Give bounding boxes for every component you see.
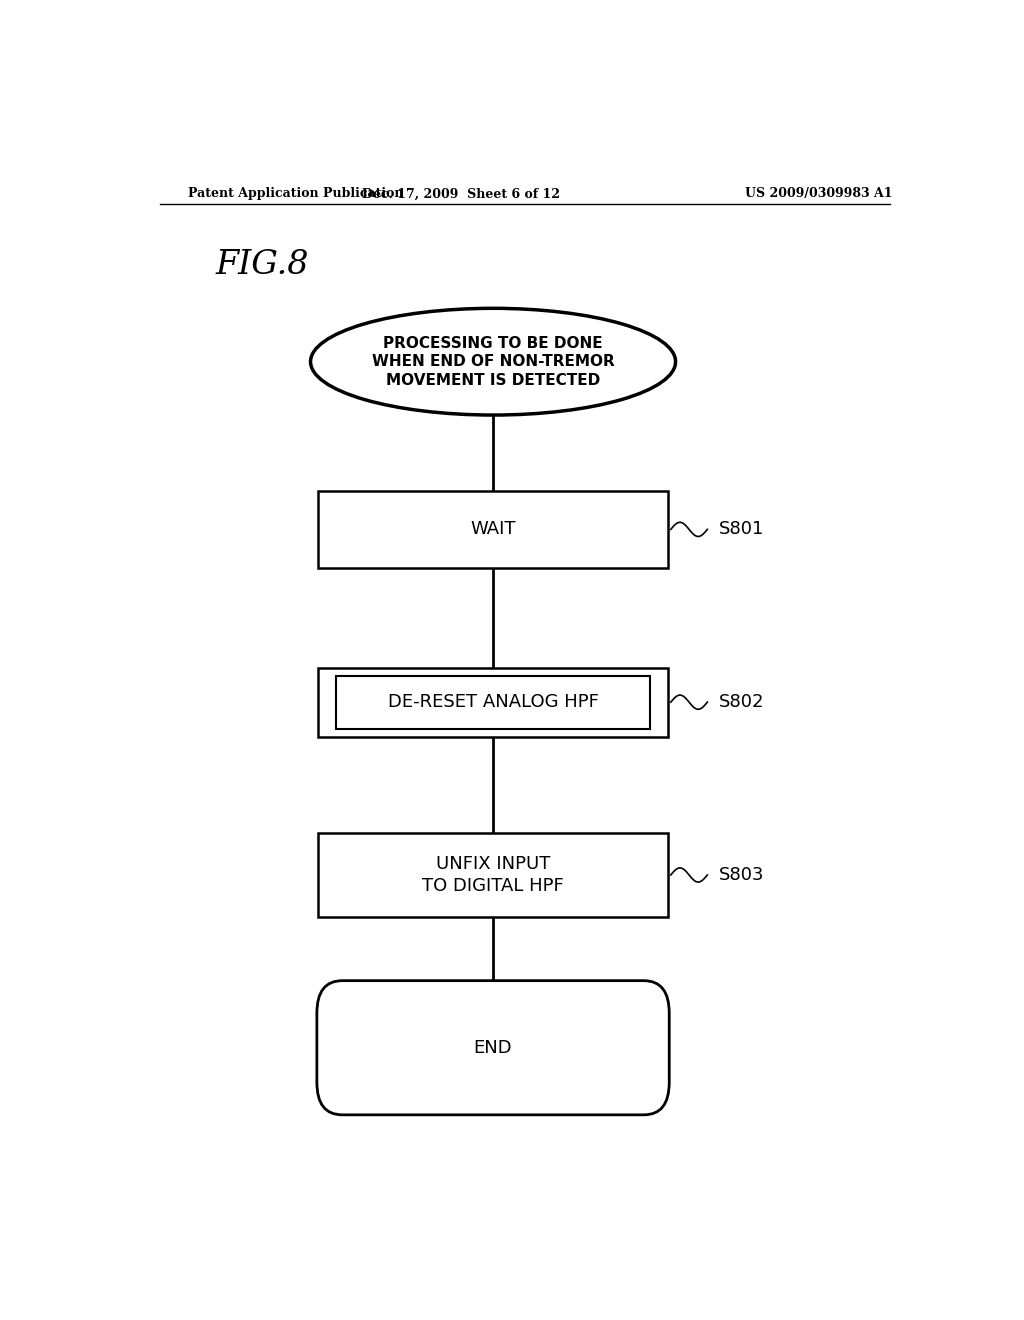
Bar xyxy=(318,833,668,916)
Bar xyxy=(318,491,668,568)
Text: Dec. 17, 2009  Sheet 6 of 12: Dec. 17, 2009 Sheet 6 of 12 xyxy=(362,187,560,201)
Text: END: END xyxy=(474,1039,512,1057)
Text: FIG.8: FIG.8 xyxy=(215,249,309,281)
Text: US 2009/0309983 A1: US 2009/0309983 A1 xyxy=(744,187,892,201)
Text: S801: S801 xyxy=(719,520,765,539)
FancyBboxPatch shape xyxy=(316,981,670,1115)
Text: Patent Application Publication: Patent Application Publication xyxy=(187,187,403,201)
Text: PROCESSING TO BE DONE
WHEN END OF NON-TREMOR
MOVEMENT IS DETECTED: PROCESSING TO BE DONE WHEN END OF NON-TR… xyxy=(372,335,614,388)
Bar xyxy=(336,676,650,729)
Text: S803: S803 xyxy=(719,866,765,884)
Text: S802: S802 xyxy=(719,693,765,711)
Ellipse shape xyxy=(310,309,676,414)
Text: DE-RESET ANALOG HPF: DE-RESET ANALOG HPF xyxy=(388,693,598,711)
Text: WAIT: WAIT xyxy=(470,520,516,539)
Text: UNFIX INPUT
TO DIGITAL HPF: UNFIX INPUT TO DIGITAL HPF xyxy=(422,855,564,895)
Bar xyxy=(318,668,668,737)
